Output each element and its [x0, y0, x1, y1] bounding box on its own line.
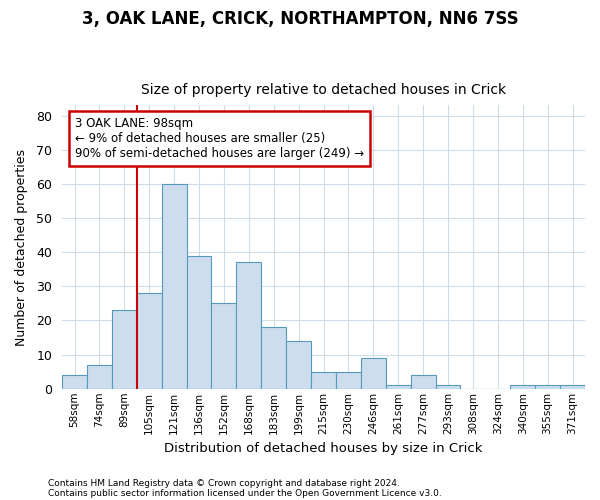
Bar [560, 386, 585, 389]
Bar [410, 375, 436, 389]
Bar [87, 365, 112, 389]
Bar [211, 304, 236, 389]
Text: 3, OAK LANE, CRICK, NORTHAMPTON, NN6 7SS: 3, OAK LANE, CRICK, NORTHAMPTON, NN6 7SS [82, 10, 518, 28]
Bar [311, 372, 336, 389]
Bar [62, 375, 87, 389]
Bar [436, 386, 460, 389]
Y-axis label: Number of detached properties: Number of detached properties [15, 148, 28, 346]
Bar [336, 372, 361, 389]
Title: Size of property relative to detached houses in Crick: Size of property relative to detached ho… [141, 83, 506, 97]
Bar [361, 358, 386, 389]
Bar [112, 310, 137, 389]
Bar [236, 262, 261, 389]
Bar [261, 328, 286, 389]
Bar [510, 386, 535, 389]
Bar [161, 184, 187, 389]
X-axis label: Distribution of detached houses by size in Crick: Distribution of detached houses by size … [164, 442, 483, 455]
Text: 3 OAK LANE: 98sqm
← 9% of detached houses are smaller (25)
90% of semi-detached : 3 OAK LANE: 98sqm ← 9% of detached house… [75, 118, 364, 160]
Bar [386, 386, 410, 389]
Bar [286, 341, 311, 389]
Bar [187, 256, 211, 389]
Bar [137, 293, 161, 389]
Bar [535, 386, 560, 389]
Text: Contains public sector information licensed under the Open Government Licence v3: Contains public sector information licen… [48, 488, 442, 498]
Text: Contains HM Land Registry data © Crown copyright and database right 2024.: Contains HM Land Registry data © Crown c… [48, 478, 400, 488]
